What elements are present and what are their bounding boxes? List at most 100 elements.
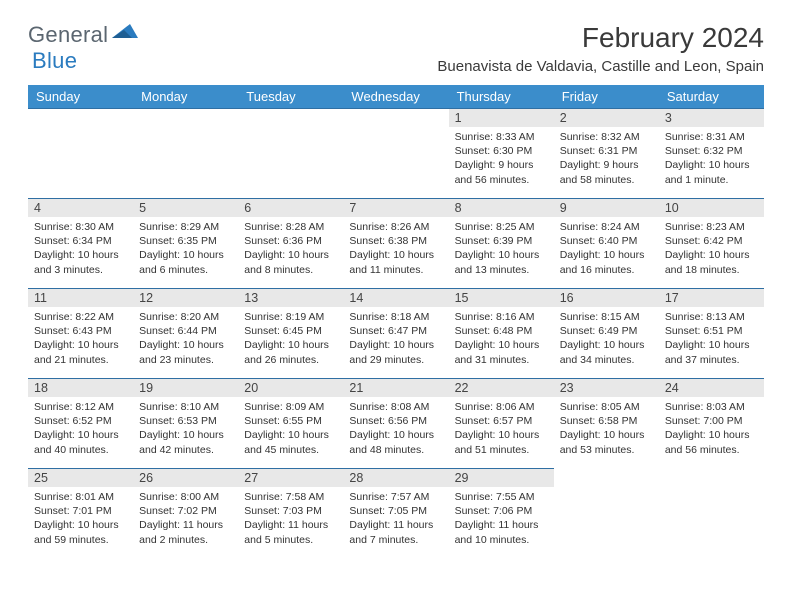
day-info: Sunrise: 8:10 AMSunset: 6:53 PMDaylight:… <box>139 400 232 457</box>
calendar-day-cell: 5 Sunrise: 8:29 AMSunset: 6:35 PMDaylight… <box>133 198 238 288</box>
day-info: Sunrise: 8:00 AMSunset: 7:02 PMDaylight:… <box>139 490 232 547</box>
day-info: Sunrise: 8:22 AMSunset: 6:43 PMDaylight:… <box>34 310 127 367</box>
day-info: Sunrise: 8:13 AMSunset: 6:51 PMDaylight:… <box>665 310 758 367</box>
header: General February 2024 Buenavista de Vald… <box>28 22 764 75</box>
day-number: 7 <box>343 199 448 217</box>
calendar-day-cell: 4Sunrise: 8:30 AMSunset: 6:34 PMDaylight… <box>28 198 133 288</box>
weekday-header: Tuesday <box>238 85 343 108</box>
calendar-day-cell: 12 Sunrise: 8:20 AMSunset: 6:44 PMDayligh… <box>133 288 238 378</box>
day-number: 16 <box>554 289 659 307</box>
calendar-day-cell: 26 Sunrise: 8:00 AMSunset: 7:02 PMDayligh… <box>133 468 238 553</box>
weekday-header: Monday <box>133 85 238 108</box>
day-info: Sunrise: 8:31 AMSunset: 6:32 PMDaylight:… <box>665 130 758 187</box>
calendar-day-cell: 3 Sunrise: 8:31 AMSunset: 6:32 PMDaylight… <box>659 108 764 198</box>
day-info: Sunrise: 8:19 AMSunset: 6:45 PMDaylight:… <box>244 310 337 367</box>
calendar-day-cell: 23 Sunrise: 8:05 AMSunset: 6:58 PMDayligh… <box>554 378 659 468</box>
day-info: Sunrise: 8:25 AMSunset: 6:39 PMDaylight:… <box>455 220 548 277</box>
calendar-day-cell: 24 Sunrise: 8:03 AMSunset: 7:00 PMDayligh… <box>659 378 764 468</box>
day-number: 28 <box>343 469 448 487</box>
day-number: 21 <box>343 379 448 397</box>
logo-text-blue: Blue <box>32 48 77 73</box>
calendar-day-cell: 1Sunrise: 8:33 AMSunset: 6:30 PMDaylight… <box>449 108 554 198</box>
calendar-day-cell: 21 Sunrise: 8:08 AMSunset: 6:56 PMDayligh… <box>343 378 448 468</box>
calendar-week-row: 18Sunrise: 8:12 AMSunset: 6:52 PMDayligh… <box>28 378 764 468</box>
day-info: Sunrise: 7:58 AMSunset: 7:03 PMDaylight:… <box>244 490 337 547</box>
calendar-day-cell: 2 Sunrise: 8:32 AMSunset: 6:31 PMDaylight… <box>554 108 659 198</box>
calendar-day-cell: 27 Sunrise: 7:58 AMSunset: 7:03 PMDayligh… <box>238 468 343 553</box>
day-number: 15 <box>449 289 554 307</box>
calendar-empty-cell <box>659 468 764 553</box>
calendar-week-row: 1Sunrise: 8:33 AMSunset: 6:30 PMDaylight… <box>28 108 764 198</box>
calendar-body: 1Sunrise: 8:33 AMSunset: 6:30 PMDaylight… <box>28 108 764 553</box>
day-number: 3 <box>659 109 764 127</box>
day-info: Sunrise: 8:03 AMSunset: 7:00 PMDaylight:… <box>665 400 758 457</box>
day-info: Sunrise: 8:15 AMSunset: 6:49 PMDaylight:… <box>560 310 653 367</box>
day-number: 9 <box>554 199 659 217</box>
calendar-day-cell: 14 Sunrise: 8:18 AMSunset: 6:47 PMDayligh… <box>343 288 448 378</box>
day-info: Sunrise: 8:23 AMSunset: 6:42 PMDaylight:… <box>665 220 758 277</box>
calendar-day-cell: 7 Sunrise: 8:26 AMSunset: 6:38 PMDaylight… <box>343 198 448 288</box>
location: Buenavista de Valdavia, Castille and Leo… <box>437 58 764 75</box>
calendar-day-cell: 11 Sunrise: 8:22 AMSunset: 6:43 PMDayligh… <box>28 288 133 378</box>
calendar-day-cell: 28Sunrise: 7:57 AMSunset: 7:05 PMDayligh… <box>343 468 448 553</box>
day-number: 22 <box>449 379 554 397</box>
day-number: 2 <box>554 109 659 127</box>
day-info: Sunrise: 8:08 AMSunset: 6:56 PMDaylight:… <box>349 400 442 457</box>
day-info: Sunrise: 8:26 AMSunset: 6:38 PMDaylight:… <box>349 220 442 277</box>
day-number: 27 <box>238 469 343 487</box>
calendar-empty-cell <box>133 108 238 198</box>
calendar-empty-cell <box>28 108 133 198</box>
day-number: 11 <box>28 289 133 307</box>
calendar-empty-cell <box>554 468 659 553</box>
calendar-day-cell: 10 Sunrise: 8:23 AMSunset: 6:42 PMDayligh… <box>659 198 764 288</box>
day-info: Sunrise: 8:32 AMSunset: 6:31 PMDaylight:… <box>560 130 653 187</box>
day-number: 26 <box>133 469 238 487</box>
day-number: 25 <box>28 469 133 487</box>
day-number: 1 <box>449 109 554 127</box>
calendar-day-cell: 8Sunrise: 8:25 AMSunset: 6:39 PMDaylight… <box>449 198 554 288</box>
day-info: Sunrise: 8:24 AMSunset: 6:40 PMDaylight:… <box>560 220 653 277</box>
day-info: Sunrise: 8:29 AMSunset: 6:35 PMDaylight:… <box>139 220 232 277</box>
calendar-week-row: 11 Sunrise: 8:22 AMSunset: 6:43 PMDayligh… <box>28 288 764 378</box>
calendar-day-cell: 13 Sunrise: 8:19 AMSunset: 6:45 PMDayligh… <box>238 288 343 378</box>
day-number: 10 <box>659 199 764 217</box>
day-number: 6 <box>238 199 343 217</box>
logo: General <box>28 22 140 48</box>
day-info: Sunrise: 7:55 AMSunset: 7:06 PMDaylight:… <box>455 490 548 547</box>
day-number: 4 <box>28 199 133 217</box>
day-info: Sunrise: 8:05 AMSunset: 6:58 PMDaylight:… <box>560 400 653 457</box>
day-info: Sunrise: 8:18 AMSunset: 6:47 PMDaylight:… <box>349 310 442 367</box>
calendar-week-row: 4Sunrise: 8:30 AMSunset: 6:34 PMDaylight… <box>28 198 764 288</box>
calendar-empty-cell <box>238 108 343 198</box>
calendar-day-cell: 9 Sunrise: 8:24 AMSunset: 6:40 PMDaylight… <box>554 198 659 288</box>
calendar-day-cell: 19Sunrise: 8:10 AMSunset: 6:53 PMDayligh… <box>133 378 238 468</box>
logo-text-general: General <box>28 22 108 48</box>
calendar-empty-cell <box>343 108 448 198</box>
calendar-day-cell: 17 Sunrise: 8:13 AMSunset: 6:51 PMDayligh… <box>659 288 764 378</box>
day-info: Sunrise: 8:16 AMSunset: 6:48 PMDaylight:… <box>455 310 548 367</box>
day-info: Sunrise: 8:12 AMSunset: 6:52 PMDaylight:… <box>34 400 127 457</box>
weekday-header: Wednesday <box>343 85 448 108</box>
day-number: 12 <box>133 289 238 307</box>
day-number: 17 <box>659 289 764 307</box>
month-title: February 2024 <box>437 22 764 54</box>
calendar-day-cell: 16 Sunrise: 8:15 AMSunset: 6:49 PMDayligh… <box>554 288 659 378</box>
day-info: Sunrise: 8:28 AMSunset: 6:36 PMDaylight:… <box>244 220 337 277</box>
day-info: Sunrise: 8:20 AMSunset: 6:44 PMDaylight:… <box>139 310 232 367</box>
day-number: 23 <box>554 379 659 397</box>
day-number: 14 <box>343 289 448 307</box>
weekday-header: Saturday <box>659 85 764 108</box>
day-number: 5 <box>133 199 238 217</box>
day-number: 13 <box>238 289 343 307</box>
title-block: February 2024 Buenavista de Valdavia, Ca… <box>437 22 764 75</box>
weekday-header: Thursday <box>449 85 554 108</box>
day-number: 20 <box>238 379 343 397</box>
calendar-day-cell: 29Sunrise: 7:55 AMSunset: 7:06 PMDayligh… <box>449 468 554 553</box>
calendar-day-cell: 6 Sunrise: 8:28 AMSunset: 6:36 PMDaylight… <box>238 198 343 288</box>
calendar-day-cell: 20 Sunrise: 8:09 AMSunset: 6:55 PMDayligh… <box>238 378 343 468</box>
calendar-day-cell: 18Sunrise: 8:12 AMSunset: 6:52 PMDayligh… <box>28 378 133 468</box>
calendar-day-cell: 15 Sunrise: 8:16 AMSunset: 6:48 PMDayligh… <box>449 288 554 378</box>
logo-text-blue-wrap: Blue <box>32 48 77 74</box>
day-info: Sunrise: 8:09 AMSunset: 6:55 PMDaylight:… <box>244 400 337 457</box>
day-number: 24 <box>659 379 764 397</box>
